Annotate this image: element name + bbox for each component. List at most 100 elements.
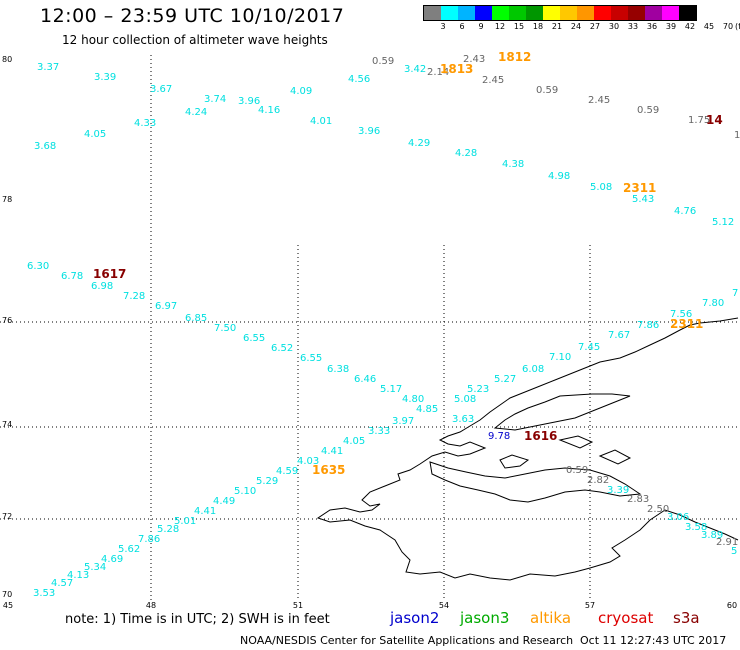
map-title: 12:00 – 23:59 UTC 10/10/2017 [40,5,345,27]
wave-height-value: 1 [734,130,740,141]
wave-height-value: 7.28 [123,291,146,302]
wave-height-value: 6.52 [271,343,294,354]
wave-height-value: 1.75 [688,115,711,126]
wave-height-value: 3.63 [452,414,475,425]
footer-timestamp: Oct 11 12:27:43 UTC 2017 [580,634,727,647]
lat-label-78: 78 [2,195,13,204]
wave-height-value: 5.01 [174,516,197,527]
wave-height-value: 6.38 [327,364,350,375]
wave-height-value: 3.39 [94,72,117,83]
legend-swatch [424,6,441,20]
wave-height-value: 3.33 [368,426,391,437]
wave-height-value: 5.29 [256,476,279,487]
legend-label: 39 [665,22,677,31]
legend-swatch [577,6,594,20]
wave-height-value: 5.08 [590,182,613,193]
wave-height-value: 6.30 [27,261,50,272]
legend-swatch [543,6,560,20]
legend-swatch [458,6,475,20]
wave-height-value: 2.45 [482,75,505,86]
wave-height-value: 2.45 [588,95,611,106]
legend-label: 3 [440,22,446,31]
wave-height-value: 4.05 [84,129,107,140]
wave-height-value: 4.33 [134,118,157,129]
coastline-novaya-zemlya [316,317,739,581]
wave-height-value: 9.78 [488,431,511,442]
mission-jason3: jason3 [460,609,510,627]
wave-height-value: 3.58 [685,522,708,533]
legend-label: 30 [608,22,620,31]
legend-label: 15 [513,22,525,31]
wave-height-value: 4.05 [343,436,366,447]
mission-altika: altika [530,609,572,627]
mission-jason2: jason2 [390,609,440,627]
wave-height-value: 5.23 [467,384,490,395]
legend-swatch [645,6,662,20]
wave-height-value: 5.17 [380,384,403,395]
pass-time-label: 1635 [312,463,346,477]
wave-height-value: 4.16 [258,105,281,116]
legend-label: 33 [627,22,639,31]
map-subtitle: 12 hour collection of altimeter wave hei… [62,33,328,47]
legend-label: 9 [478,22,484,31]
coastline [316,317,739,581]
wave-height-value: 6.98 [91,281,114,292]
wave-height-value: 7.67 [608,330,631,341]
mission-cryosat: cryosat [598,609,654,627]
wave-height-value: 5.62 [118,544,141,555]
wave-height-value: 5.10 [234,486,257,497]
wave-height-value: 7.80 [702,298,725,309]
legend-label: 24 [570,22,582,31]
legend-swatch [475,6,492,20]
legend-label: 12 [494,22,506,31]
wave-height-value: 4.69 [101,554,124,565]
wave-height-value: 6.97 [155,301,178,312]
pass-time-label: 1813 [440,62,474,76]
lat-label-80: 80 [2,55,13,64]
wave-height-value: 2.82 [587,475,610,486]
wave-height-value: 3.42 [404,64,427,75]
wave-height-value: 3.06 [667,512,690,523]
lon-label-45: 45 [2,601,14,610]
lat-label-70: 70 [2,590,13,599]
wave-height-value: 0.59 [637,105,660,116]
wave-height-value: 7.56 [670,309,693,320]
legend-label: 45 [703,22,715,31]
wave-height-value: 3.97 [392,416,415,427]
legend-swatch [679,6,696,20]
wave-height-value: 4.01 [310,116,333,127]
wave-height-value: 4.56 [348,74,371,85]
wave-height-value: 7.10 [549,352,572,363]
pass-time-label: 1617 [93,267,127,281]
pass-time-label: 2311 [670,317,704,331]
wave-height-value: 6.55 [243,333,266,344]
lon-label-51: 51 [292,601,304,610]
lon-label-60: 60 [726,601,738,610]
note-text: note: 1) Time is in UTC; 2) SWH is in fe… [65,612,330,627]
pass-time-label: 1616 [524,429,558,443]
wave-height-value: 3.74 [204,94,227,105]
wave-height-value: 7 [732,288,739,299]
wave-height-value: 4.03 [297,456,320,467]
wave-height-value: 7.50 [214,323,237,334]
legend-swatch [492,6,509,20]
pass-time-label: 2311 [623,181,657,195]
wave-height-value: 4.28 [455,148,478,159]
pass-time-label: 1812 [498,50,532,64]
wave-height-value: 2.43 [463,54,486,65]
wave-height-value: 4.13 [67,570,90,581]
wave-height-value: 4.57 [51,578,74,589]
legend-label: 70 [722,22,734,31]
lon-label-57: 57 [584,601,596,610]
wave-height-value: 7.86 [138,534,161,545]
wave-height-value: 3.96 [358,126,381,137]
legend-swatch [594,6,611,20]
wave-height-value: 3.68 [34,141,57,152]
wave-height-value: 4.59 [276,466,299,477]
wave-height-value: 3.39 [607,485,630,496]
legend-swatch [662,6,679,20]
wave-height-value: 7.45 [578,342,601,353]
mission-s3a: s3a [673,609,700,627]
